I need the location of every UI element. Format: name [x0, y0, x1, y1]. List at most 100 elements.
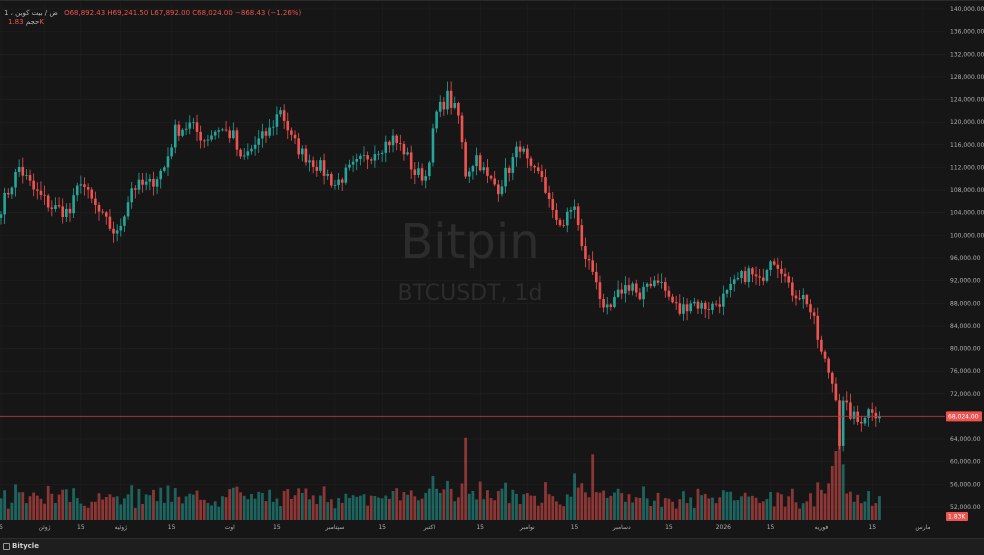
- candle-body: [798, 298, 801, 300]
- volume-bar: [420, 498, 424, 520]
- candle-body: [399, 143, 402, 144]
- candle-body: [816, 315, 820, 340]
- candle-body: [678, 303, 682, 314]
- candle-body: [656, 280, 660, 283]
- candle-body: [250, 148, 253, 152]
- volume-bar: [674, 508, 678, 520]
- volume-bar: [155, 501, 159, 520]
- candle-body: [319, 160, 322, 171]
- x-tick-label: 15: [378, 524, 386, 531]
- candle-body: [170, 147, 173, 157]
- candle-body: [130, 188, 133, 203]
- candle-body: [348, 164, 351, 168]
- volume-bar: [446, 480, 449, 520]
- candle-body: [489, 175, 493, 179]
- candle-body: [86, 187, 90, 190]
- candle-body: [322, 160, 326, 176]
- candle-body: [595, 271, 598, 283]
- volume-bar: [554, 501, 558, 520]
- candle-body: [805, 295, 809, 305]
- candle-body: [388, 141, 391, 146]
- volume-bar: [304, 488, 308, 520]
- candle-body: [693, 301, 696, 304]
- candle-body: [54, 205, 57, 209]
- price-chart[interactable]: Bitpin BTCUSDT, 1d 140,000.00136,000.001…: [0, 0, 984, 538]
- x-tick-label: فوریه: [814, 524, 828, 531]
- volume-bar: [758, 502, 762, 520]
- volume-bar: [221, 496, 224, 520]
- candle-body: [809, 304, 812, 313]
- legend-ohlc: O68,892.43 H69,241.50 L67,892.00 C68,024…: [64, 9, 302, 17]
- volume-bar: [598, 492, 602, 520]
- candle-body: [830, 372, 834, 384]
- volume-bar: [417, 500, 420, 520]
- candle-body: [841, 400, 845, 446]
- candle-body: [587, 259, 591, 261]
- volume-bar: [852, 501, 856, 520]
- volume-bar: [692, 507, 696, 520]
- volume-bar: [663, 498, 667, 520]
- volume-bar: [631, 502, 635, 520]
- candle-body: [507, 167, 511, 173]
- legend-volume-value: 1.83K: [8, 18, 44, 26]
- volume-bar: [671, 501, 674, 520]
- candle-body: [264, 131, 268, 136]
- candle-body: [202, 140, 206, 142]
- volume-bar: [507, 503, 511, 520]
- volume-bar: [282, 490, 286, 520]
- candle-body: [112, 228, 115, 234]
- footer-label[interactable]: Bitycle: [12, 542, 39, 550]
- y-tick-label: 108,000.00: [950, 187, 984, 194]
- watermark-pair: BTCUSDT, 1d: [398, 281, 543, 306]
- volume-bar: [790, 488, 794, 520]
- volume-bar: [141, 503, 144, 520]
- y-tick-label: 96,000.00: [950, 255, 981, 262]
- volume-bar: [300, 492, 304, 520]
- volume-bar: [867, 491, 870, 520]
- candle-body: [402, 143, 406, 155]
- candle-body: [645, 283, 649, 287]
- volume-bar: [93, 501, 97, 520]
- volume-bar: [725, 491, 729, 520]
- volume-bar: [97, 493, 101, 520]
- candle-body: [431, 128, 435, 163]
- volume-bar: [351, 495, 355, 520]
- volume-bar: [736, 500, 740, 520]
- volume-bar: [123, 498, 126, 520]
- legend-symbol[interactable]: 1 ، ض / بیت کوین: [4, 9, 58, 17]
- candle-body: [380, 152, 384, 154]
- x-tick-label: دسامبر: [612, 524, 631, 531]
- volume-bar: [442, 489, 446, 520]
- x-tick-label: 2026: [716, 524, 731, 531]
- candle-body: [228, 130, 231, 139]
- volume-bar: [275, 498, 279, 520]
- volume-bar: [634, 497, 638, 520]
- candle-body: [83, 184, 86, 188]
- volume-bar: [162, 502, 166, 520]
- volume-bar: [315, 504, 319, 520]
- volume-bar: [398, 500, 402, 520]
- candle-body: [780, 268, 783, 274]
- candle-body: [787, 276, 791, 283]
- candle-body: [565, 211, 569, 226]
- candle-body: [874, 412, 878, 419]
- volume-bar: [242, 495, 246, 520]
- candle-body: [547, 192, 551, 200]
- candle-body: [453, 103, 457, 108]
- candle-body: [14, 172, 17, 188]
- volume-bar: [529, 495, 533, 520]
- volume-bar: [649, 506, 653, 520]
- candle-body: [718, 304, 722, 307]
- volume-bar: [613, 492, 616, 520]
- candle-body: [725, 290, 729, 294]
- candle-body: [344, 167, 348, 183]
- y-tick-label: 140,000.00: [950, 6, 984, 13]
- candle-body: [101, 211, 104, 213]
- volume-bar: [144, 494, 148, 520]
- volume-bar: [438, 492, 442, 520]
- volume-bar: [540, 502, 544, 520]
- candle-body: [253, 144, 257, 149]
- candle-body: [242, 155, 246, 157]
- candle-body: [536, 167, 540, 172]
- candle-body: [631, 283, 634, 291]
